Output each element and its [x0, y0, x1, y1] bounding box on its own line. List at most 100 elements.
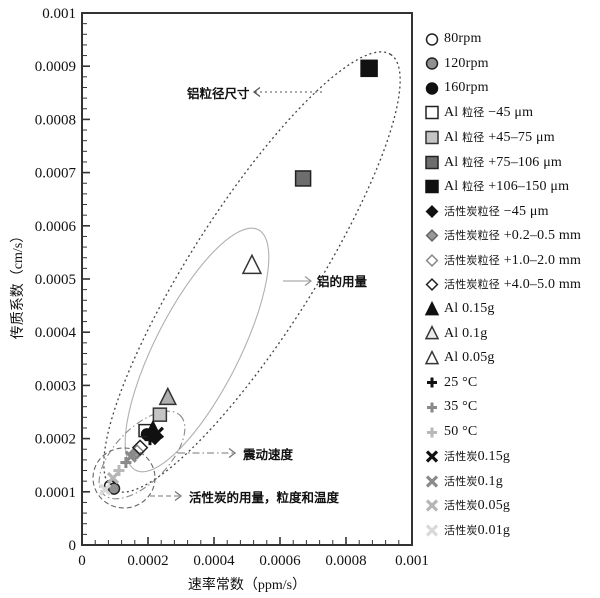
x-ticks: [81, 537, 413, 544]
legend-marker-xmark-icon: [425, 499, 439, 512]
legend-marker-diamond-icon: [425, 204, 439, 218]
legend-marker-square-icon: [425, 130, 439, 145]
legend-item-3: Al 粒径 −45 μm: [424, 101, 581, 126]
legend-label: 活性炭粒径 +4.0–5.0 mm: [444, 277, 582, 293]
legend-label: 活性炭粒径 +1.0–2.0 mm: [444, 252, 582, 268]
plot-border: [81, 12, 413, 546]
legend-label: Al 粒径 +75–106 μm: [444, 154, 563, 170]
legend-item-8: 活性炭粒径 +0.2–0.5 mm: [424, 223, 581, 248]
series-Al 0.05g: [241, 253, 263, 275]
svg-text:0.0006: 0.0006: [259, 553, 301, 569]
legend-marker-circle-icon: [425, 82, 439, 95]
legend-marker-diamond-icon: [425, 253, 439, 267]
legend-marker-plus-icon: [427, 377, 437, 388]
ellipse-carbon-group: [92, 447, 156, 509]
legend-label: Al 0.1g: [444, 325, 488, 341]
series-活性炭0.1g: [124, 450, 137, 463]
legend-label: 活性炭粒径 −45 μm: [444, 203, 549, 219]
legend-marker-diamond-icon: [425, 229, 439, 243]
y-tick-labels: 0 0.0001 0.0002 0.0003 0.0004 0.0005 0.0006 0.0…: [35, 6, 77, 554]
svg-text:活性炭的用量，粒度和温度: 活性炭的用量，粒度和温度: [189, 490, 340, 505]
y-ticks: [83, 12, 90, 546]
legend-label: 活性炭0.01g: [444, 522, 511, 538]
legend-item-20: 活性炭0.01g: [424, 518, 581, 543]
series-活性炭0.01g: [98, 483, 112, 496]
svg-text:震动速度: 震动速度: [242, 447, 294, 462]
svg-text:0.0004: 0.0004: [35, 325, 77, 341]
svg-text:0: 0: [69, 538, 77, 554]
legend-marker-square-icon: [425, 155, 439, 169]
svg-text:0.0002: 0.0002: [35, 432, 76, 448]
legend-label: 35 °C: [444, 399, 478, 415]
x-tick-labels: 0 0.0002 0.0004 0.0006 0.0008 0.001: [78, 553, 429, 569]
legend-item-18: 活性炭0.1g: [424, 469, 581, 494]
legend-marker-square-icon: [425, 106, 439, 120]
legend-item-11: Al 0.15g: [424, 297, 581, 322]
legend-marker-plus-icon: [427, 402, 437, 413]
legend-label: Al 粒径 +45–75 μm: [444, 129, 555, 145]
legend-item-6: Al 粒径 +106–150 μm: [424, 174, 581, 199]
svg-text:0.0005: 0.0005: [35, 272, 76, 288]
legend-marker-circle-icon: [425, 57, 439, 71]
annotation-al-amount: 铝的用量: [283, 274, 368, 289]
legend-item-1: 120rpm: [424, 52, 581, 77]
legend-item-16: 50 °C: [424, 420, 581, 445]
svg-text:0.0002: 0.0002: [127, 553, 168, 569]
series-Al 粒径 +106–150 μm: [360, 59, 378, 78]
legend-item-4: Al 粒径 +45–75 μm: [424, 125, 581, 150]
legend-label: Al 粒径 −45 μm: [444, 105, 534, 121]
x-axis-title: 速率常数（ppm/s）: [187, 578, 307, 593]
legend-label: 120rpm: [444, 55, 489, 71]
svg-text:0.0006: 0.0006: [35, 219, 77, 235]
series-活性炭粒径 +1.0–2.0 mm: [129, 444, 145, 460]
ellipse-al-amount-group: [124, 227, 270, 473]
svg-text:0: 0: [78, 553, 86, 569]
annotation-al-particle-size: 铝粒径尺寸: [187, 86, 322, 101]
legend-marker-xmark-icon: [425, 474, 439, 488]
legend-item-7: 活性炭粒径 −45 μm: [424, 199, 581, 224]
legend-item-15: 35 °C: [424, 395, 581, 420]
legend-marker-triangle-icon: [424, 349, 440, 365]
legend: 80rpm 120rpm 160rpm Al 粒径 −45 μm Al 粒径 +45–7…: [424, 27, 581, 542]
legend-marker-xmark-icon: [425, 450, 439, 463]
legend-label: Al 0.05g: [444, 350, 495, 366]
svg-text:0.0007: 0.0007: [35, 166, 77, 182]
legend-label: 160rpm: [444, 80, 489, 96]
legend-item-12: Al 0.1g: [424, 322, 581, 347]
svg-text:铝的用量: 铝的用量: [317, 274, 368, 289]
legend-item-9: 活性炭粒径 +1.0–2.0 mm: [424, 248, 581, 273]
series-活性炭0.15g: [151, 426, 165, 439]
annotation-carbon-amount: 活性炭的用量，粒度和温度: [150, 490, 340, 505]
series-活性炭粒径 +4.0–5.0 mm: [131, 439, 149, 456]
legend-marker-triangle-icon: [424, 300, 440, 316]
legend-marker-circle-icon: [425, 33, 439, 46]
legend-item-14: 25 °C: [424, 371, 581, 396]
series-Al 0.1g: [158, 386, 178, 406]
legend-item-10: 活性炭粒径 +4.0–5.0 mm: [424, 272, 581, 297]
y-axis-title: 传质系数（cm/s）: [11, 228, 26, 340]
legend-item-2: 160rpm: [424, 76, 581, 101]
legend-item-0: 80rpm: [424, 27, 581, 52]
series-120rpm: [107, 482, 121, 495]
legend-marker-plus-icon: [427, 427, 437, 438]
svg-text:0.001: 0.001: [395, 553, 429, 569]
legend-item-17: 活性炭0.15g: [424, 444, 581, 469]
svg-text:0.0004: 0.0004: [193, 553, 235, 569]
legend-label: Al 0.15g: [444, 301, 495, 317]
svg-text:铝粒径尺寸: 铝粒径尺寸: [187, 86, 250, 101]
series-25 °C: [144, 434, 156, 446]
legend-label: 80rpm: [444, 31, 482, 47]
legend-marker-xmark-icon: [425, 524, 439, 537]
svg-text:0.0008: 0.0008: [35, 112, 76, 128]
legend-marker-triangle-icon: [424, 325, 440, 340]
annotation-vibration-speed: 震动速度: [178, 447, 294, 462]
series-35 °C: [120, 457, 132, 469]
legend-label: 活性炭0.05g: [444, 498, 511, 514]
series-Al 粒径 +75–106 μm: [294, 170, 312, 187]
legend-label: 活性炭0.15g: [444, 449, 511, 465]
legend-label: 活性炭粒径 +0.2–0.5 mm: [444, 228, 582, 244]
legend-label: Al 粒径 +106–150 μm: [444, 179, 570, 195]
legend-marker-square-icon: [425, 179, 439, 194]
